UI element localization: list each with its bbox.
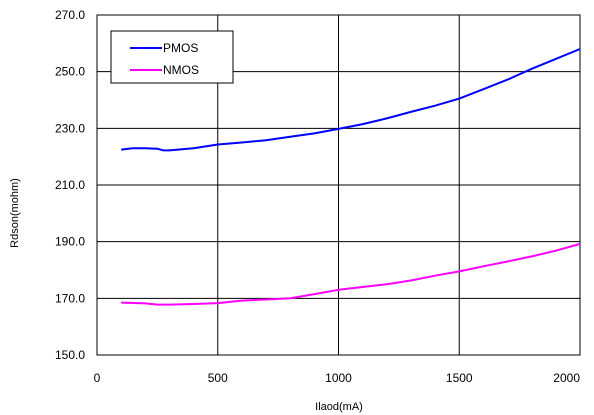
legend-label-nmos: NMOS	[163, 63, 199, 77]
y-tick-label: 250.0	[55, 65, 85, 79]
y-axis-title: Rdson(mohm)	[9, 178, 21, 248]
x-tick-label: 0	[94, 371, 101, 385]
series-lines	[121, 48, 581, 306]
legend-label-pmos: PMOS	[163, 41, 198, 55]
legend-box	[110, 30, 234, 84]
y-tick-labels: 150.0 170.0 190.0 210.0 230.0 250.0 270.0	[55, 8, 85, 362]
y-tick-label: 150.0	[55, 348, 85, 362]
x-tick-label: 500	[208, 371, 228, 385]
y-tick-label: 270.0	[55, 8, 85, 22]
x-tick-label: 1000	[325, 371, 352, 385]
x-tick-label: 2000	[553, 371, 580, 385]
x-tick-labels: 0 500 1000 1500 2000	[94, 371, 581, 385]
x-tick-label: 1500	[446, 371, 473, 385]
y-tick-label: 210.0	[55, 178, 85, 192]
series-line-nmos	[121, 242, 581, 306]
legend: PMOS NMOS	[110, 30, 234, 84]
y-tick-label: 230.0	[55, 121, 85, 135]
x-axis-title: Ilaod(mA)	[315, 401, 363, 413]
y-tick-label: 170.0	[55, 291, 85, 305]
plot-frame	[96, 14, 581, 356]
y-tick-label: 190.0	[55, 235, 85, 249]
series-line-pmos	[121, 48, 581, 152]
